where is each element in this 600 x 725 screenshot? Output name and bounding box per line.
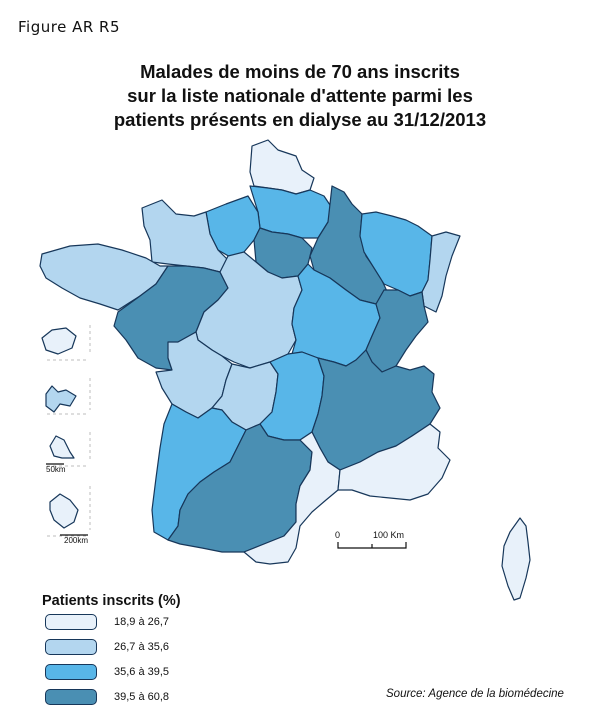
inset-frame-2	[46, 378, 91, 415]
scale-bar	[337, 542, 407, 549]
inset-scale-label-3: 50km	[46, 465, 66, 474]
inset-frame-1	[46, 325, 91, 361]
inset-scale-label-4: 200km	[64, 536, 88, 545]
scale-bar-end-label: 100 Km	[373, 530, 404, 540]
inset-frame-4	[46, 486, 91, 537]
legend-swatch	[45, 664, 97, 680]
figure-label: Figure AR R5	[18, 18, 120, 36]
scale-bar-start-label: 0	[335, 530, 340, 540]
title-line-2: sur la liste nationale d'attente parmi l…	[127, 85, 473, 106]
legend-item: 26,7 à 35,6	[45, 639, 169, 655]
map-title: Malades de moins de 70 ans inscrits sur …	[80, 60, 520, 132]
legend-item: 18,9 à 26,7	[45, 614, 169, 630]
legend-label: 39,5 à 60,8	[114, 691, 170, 703]
legend-title: Patients inscrits (%)	[42, 593, 181, 609]
region-corse	[501, 517, 531, 601]
inset-territory-2	[45, 385, 77, 413]
legend-item: 35,6 à 39,5	[45, 664, 169, 680]
region-languedoc-roussillon	[243, 431, 341, 565]
legend-label: 26,7 à 35,6	[114, 641, 170, 653]
inset-frame-3	[46, 432, 91, 467]
source-note: Source: Agence de la biomédecine	[386, 688, 564, 700]
legend-item: 39,5 à 60,8	[45, 689, 169, 705]
title-line-1: Malades de moins de 70 ans inscrits	[140, 61, 460, 82]
legend-swatch	[45, 689, 97, 705]
region-provence-alpes-cote-azur	[337, 423, 451, 501]
region-nord-pas-de-calais	[249, 139, 315, 195]
inset-territory-4	[49, 493, 79, 529]
title-line-3: patients présents en dialyse au 31/12/20…	[113, 109, 487, 130]
inset-territory-1	[41, 327, 77, 355]
legend-label: 18,9 à 26,7	[114, 616, 170, 628]
region-franche-comte	[365, 289, 429, 373]
legend-swatch	[45, 639, 97, 655]
inset-territory-3	[49, 435, 75, 459]
region-alsace	[421, 231, 461, 313]
legend-swatch	[45, 614, 97, 630]
legend-label: 35,6 à 39,5	[114, 666, 170, 678]
